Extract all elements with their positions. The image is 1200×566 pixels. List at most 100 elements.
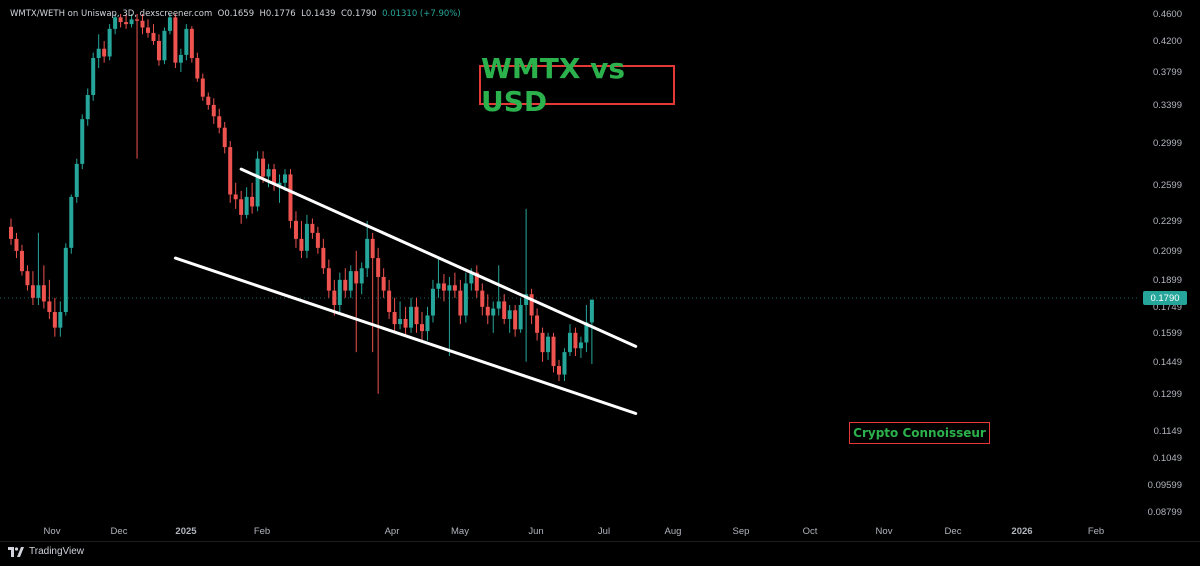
candle-body <box>299 238 304 251</box>
trendline[interactable] <box>239 167 638 348</box>
candle-body <box>535 315 540 333</box>
x-tick-label: Dec <box>945 526 962 537</box>
candle-body <box>365 238 370 269</box>
candle-body <box>255 158 260 207</box>
candle-body <box>63 247 68 313</box>
candle-body <box>513 310 518 330</box>
candle-body <box>266 169 271 177</box>
candle-body <box>502 301 507 319</box>
candle-body <box>96 48 101 59</box>
candle-body <box>47 301 52 313</box>
high-label: H <box>259 9 266 19</box>
candle-body <box>321 247 326 269</box>
candle-body <box>58 312 63 328</box>
y-tick-label: 0.4200 <box>1153 36 1182 47</box>
candle-body <box>277 182 282 185</box>
x-tick-label: May <box>451 526 469 537</box>
candle-body <box>25 271 30 286</box>
x-tick-label: 2026 <box>1011 526 1032 537</box>
candle-body <box>135 19 140 21</box>
candle-body <box>414 306 419 325</box>
x-tick-label: Aug <box>665 526 682 537</box>
symbol-label: WMTX/WETH on Uniswap, 3D, dexscreener.co… <box>10 9 213 19</box>
candle-body <box>343 279 348 291</box>
x-tick-label: Oct <box>803 526 818 537</box>
candle-body <box>315 232 320 248</box>
candle-body <box>469 272 474 284</box>
credit-box: Crypto Connoisseur <box>849 422 990 444</box>
open-value: 0.1659 <box>224 9 255 19</box>
candle-body <box>381 276 386 291</box>
y-tick-label: 0.1149 <box>1154 426 1182 437</box>
x-tick-label: Feb <box>254 526 270 537</box>
candle-body <box>217 116 222 128</box>
candle-body <box>589 299 594 323</box>
x-tick-label: Sep <box>733 526 750 537</box>
candle-body <box>557 366 561 375</box>
y-tick-label: 0.1749 <box>1153 302 1182 313</box>
candle-body <box>283 174 287 183</box>
y-tick-label: 0.2999 <box>1153 138 1182 149</box>
y-tick-label: 0.2599 <box>1153 180 1182 191</box>
x-tick-label: Apr <box>385 526 400 537</box>
x-tick-label: Dec <box>111 526 128 537</box>
candle-body <box>272 169 277 185</box>
candle-body <box>337 279 342 306</box>
candle-body <box>370 238 375 259</box>
candle-body <box>551 336 556 367</box>
candle-body <box>222 127 227 148</box>
candle-body <box>326 268 331 291</box>
y-tick-label: 0.1599 <box>1153 328 1182 339</box>
candle-body <box>524 294 529 306</box>
trendline[interactable] <box>173 256 638 415</box>
x-tick-label: Nov <box>876 526 893 537</box>
candle-body <box>485 306 490 316</box>
candle-body <box>80 119 85 164</box>
candle-body <box>474 272 479 291</box>
candle-body <box>458 290 463 316</box>
candle-body <box>85 95 90 120</box>
high-value: 0.1776 <box>265 9 296 19</box>
candle-body <box>146 27 150 33</box>
chart-title: WMTX vs USD <box>481 52 626 118</box>
candle-body <box>9 226 13 239</box>
candle-body <box>546 336 551 353</box>
y-tick-label: 0.09599 <box>1148 480 1182 491</box>
candle-body <box>420 324 424 332</box>
candle-body <box>151 32 156 41</box>
candle-body <box>529 294 534 316</box>
x-tick-label: Feb <box>1088 526 1104 537</box>
candle-body <box>167 17 172 31</box>
x-tick-label: Jul <box>598 526 610 537</box>
candle-body <box>441 283 446 291</box>
low-label: L <box>301 9 306 19</box>
candle-body <box>425 315 430 332</box>
candle-body <box>69 196 74 248</box>
y-tick-label: 0.1449 <box>1153 357 1182 368</box>
open-label: O <box>217 9 225 19</box>
candle-body <box>52 312 57 328</box>
tradingview-icon <box>8 546 24 557</box>
candle-body <box>452 285 457 291</box>
y-tick-label: 0.3399 <box>1153 100 1182 111</box>
candle-body <box>189 28 194 59</box>
candle-body <box>354 271 359 284</box>
y-tick-label: 0.2299 <box>1153 216 1182 227</box>
tradingview-logo[interactable]: TradingView <box>8 546 84 557</box>
candle-body <box>310 223 315 233</box>
candle-body <box>430 288 435 316</box>
candle-body <box>244 196 249 215</box>
y-tick-label: 0.4600 <box>1153 9 1182 20</box>
close-label: C <box>340 9 347 19</box>
candle-body <box>178 54 183 63</box>
candle-body <box>19 250 24 272</box>
candle-body <box>463 283 468 316</box>
candle-body <box>195 58 200 79</box>
x-tick-label: Nov <box>44 526 61 537</box>
low-value: 0.1439 <box>305 9 336 19</box>
candle-body <box>567 332 572 353</box>
candle-body <box>288 174 293 221</box>
candle-body <box>293 220 298 239</box>
candle-body <box>156 41 161 61</box>
